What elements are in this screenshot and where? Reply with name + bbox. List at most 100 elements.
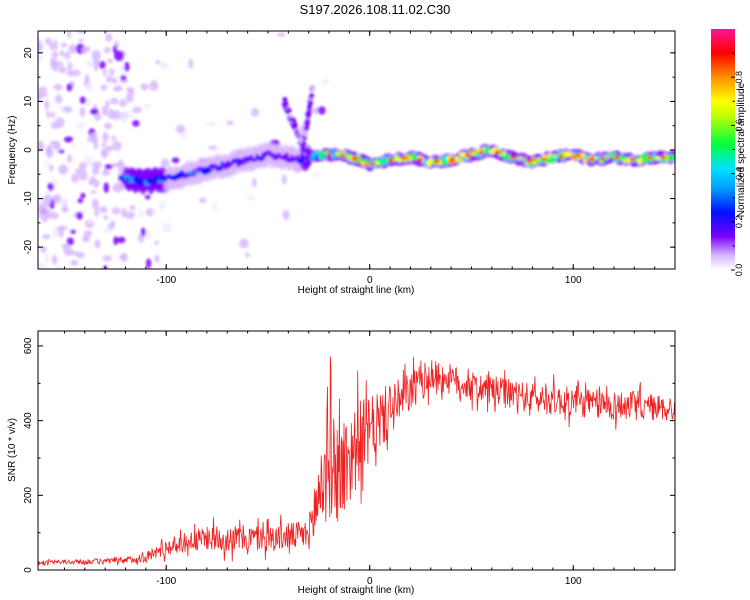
colorbar-tick-label: 0.4 [734,167,744,180]
spectrogram-cell [70,259,79,266]
spectrogram-cell [38,261,45,269]
spectrogram-cell [40,246,47,253]
spectrogram-cell [67,154,73,163]
spectrogram-cell [85,82,94,93]
spectrogram-cell [236,161,242,168]
spectrogram-cell [78,38,84,43]
colorbar-tick-label: 0.6 [734,119,744,132]
spectrogram-cell [76,211,83,220]
spectrogram-cell [58,66,67,74]
spectrogram-peak [541,157,548,161]
spectrogram-cell [132,106,142,114]
spectrogram-cell [252,177,257,188]
spectrogram-cell [485,146,490,151]
spectrogram-cell [102,131,109,143]
spectrogram-peak [614,156,621,160]
spectrogram-y-ticks: -20 -10 0 10 20 [23,47,675,254]
y-tick-label: 600 [23,337,34,354]
spectrogram-cell [79,107,86,117]
spectrogram-cell [85,60,94,69]
spectrogram-cell [379,160,384,166]
spectrogram-cell [140,83,149,91]
spectrogram-cell [44,99,50,111]
x-tick-label: -100 [156,576,176,587]
spectrogram-cell [53,83,63,91]
spectrogram-peak [660,155,667,159]
spectrogram-peak [449,157,456,162]
spectrogram-cell [44,252,50,263]
spectrogram-cell [103,215,109,220]
spectrogram-cell [84,155,94,167]
snr-x-label: Height of straight line (km) [298,585,415,596]
colorbar-gradient [711,29,735,270]
colorbar-label: Normalized spectral amplitude [736,82,747,217]
x-tick-label: 100 [565,576,582,587]
colorbar-tick-label: 0.0 [734,264,744,277]
spectrogram-cell [102,68,108,77]
spectrogram-cell [104,164,113,170]
spectrogram-cell [188,58,194,69]
spectrogram-cell [138,209,145,218]
spectrogram-cell [304,125,310,131]
spectrogram-cell [76,121,86,130]
spectrogram-cell [303,149,309,155]
snr-series-line [38,356,675,566]
spectrogram-cell [38,140,45,152]
spectrogram-cell [44,160,50,166]
spectrogram-cell [59,50,65,56]
spectrogram-cell [62,106,73,113]
spectrogram-cell [143,104,152,109]
spectrogram-cell [74,168,82,174]
spectrogram-cell [246,194,255,201]
spectrogram-cell [54,265,64,269]
snr-y-ticks: 0 200 400 600 [23,337,675,573]
spectrogram-cell [85,97,92,108]
y-tick-label: 20 [23,47,34,59]
spectrogram-cell [292,123,298,129]
spectrogram-cell [125,87,134,92]
spectrogram-cell [283,101,289,107]
snr-y-label: SNR (10 * v/v) [7,418,18,482]
spectrogram-cell [306,160,312,166]
spectrogram-cell [52,227,59,238]
spectrogram-peak [494,150,501,154]
spectrogram-cell [155,59,161,65]
spectrogram-cell [322,77,329,86]
spectrogram-cell [58,164,69,175]
spectrogram-cell [103,47,111,54]
spectrogram-cell [51,51,59,59]
spectrogram-cell [58,229,64,238]
spectrogram-cell [110,97,119,105]
spectrogram-peak [434,159,440,163]
spectrogram-cell [58,149,65,154]
y-tick-label: -10 [23,191,34,206]
snr-panel: -100 0 100 0 200 400 600 Height of straight l… [7,330,676,596]
spectrogram-cell [181,131,187,139]
figure-title: S197.2026.108.11.02.C30 [300,2,451,17]
spectrogram-cell [206,121,217,127]
spectrogram-cell [43,194,53,205]
spectrogram-cell [313,172,320,177]
spectrogram-cell [66,70,75,77]
spectrogram-cell [158,61,169,70]
spectrogram-cell [208,145,218,150]
spectrogram-cell [46,110,51,119]
spectrogram-peak [525,159,532,163]
spectrogram-cell [81,46,88,55]
spectrogram-cell [67,31,72,39]
spectrogram-cell [100,142,107,148]
spectrogram-cell [76,31,87,34]
spectrogram-cell [103,182,110,194]
spectrogram-cell [55,94,63,104]
spectrogram-peak [416,157,423,162]
spectrogram-peak [558,154,565,158]
x-tick-label: -100 [156,275,176,286]
spectrogram-cell [44,209,52,219]
spectrogram-cell [277,32,286,37]
spectrogram-cell [91,50,101,61]
spectrogram-cell [93,140,99,150]
spectrogram-cell [42,233,51,240]
spectrogram-cell [50,211,59,220]
spectrogram-cell [295,154,300,160]
spectrogram-cell [79,96,87,104]
